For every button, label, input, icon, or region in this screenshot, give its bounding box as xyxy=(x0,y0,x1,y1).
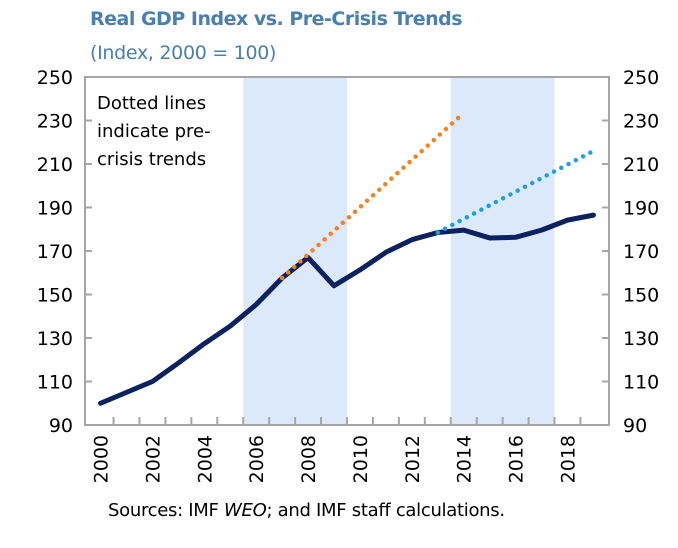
y-tick-label-left: 250 xyxy=(37,67,73,89)
annotation: Dotted lines indicate pre-crisis trends xyxy=(97,93,211,170)
chart-subtitle: (Index, 2000 = 100) xyxy=(90,42,277,64)
y-tick-label-right: 210 xyxy=(623,154,659,176)
source-prefix: Sources: IMF xyxy=(108,500,225,521)
x-tick-label: 2016 xyxy=(506,435,528,483)
y-tick-label-right: 250 xyxy=(623,67,659,89)
x-tick-label: 2012 xyxy=(402,435,424,483)
series-trend-line-2 xyxy=(435,148,596,235)
x-tick-label: 2018 xyxy=(557,435,579,483)
source-note: Sources: IMF WEO; and IMF staff calculat… xyxy=(108,500,505,521)
source-suffix: ; and IMF staff calculations. xyxy=(266,500,505,521)
x-tick-label: 2014 xyxy=(454,435,476,483)
x-tick-label: 2006 xyxy=(246,435,268,483)
x-tick-label: 2008 xyxy=(298,435,320,483)
y-tick-label-left: 150 xyxy=(37,285,73,307)
x-tick-label: 2000 xyxy=(91,435,113,483)
y-tick-label-left: 230 xyxy=(37,111,73,133)
y-tick-label-left: 130 xyxy=(37,328,73,350)
y-tick-label-left: 90 xyxy=(49,415,73,437)
shaded-period xyxy=(243,77,347,425)
y-tick-label-left: 210 xyxy=(37,154,73,176)
y-tick-label-left: 110 xyxy=(37,372,73,394)
y-tick-label-left: 190 xyxy=(37,198,73,220)
series-trend-line-1 xyxy=(279,110,466,281)
shaded-period xyxy=(450,77,555,425)
series-line-gdp xyxy=(98,212,596,406)
y-tick-label-right: 110 xyxy=(623,372,659,394)
chart-title: Real GDP Index vs. Pre-Crisis Trends xyxy=(90,8,463,30)
y-tick-label-right: 130 xyxy=(623,328,659,350)
y-tick-label-right: 190 xyxy=(623,198,659,220)
y-tick-label-right: 230 xyxy=(623,111,659,133)
x-tick-label: 2004 xyxy=(194,435,216,483)
x-tick-label: 2002 xyxy=(142,435,164,483)
source-italic: WEO xyxy=(224,500,267,521)
y-tick-label-right: 90 xyxy=(623,415,647,437)
x-tick-label: 2010 xyxy=(350,435,372,483)
y-tick-label-right: 150 xyxy=(623,285,659,307)
y-tick-label-left: 170 xyxy=(37,241,73,263)
y-tick-label-right: 170 xyxy=(623,241,659,263)
